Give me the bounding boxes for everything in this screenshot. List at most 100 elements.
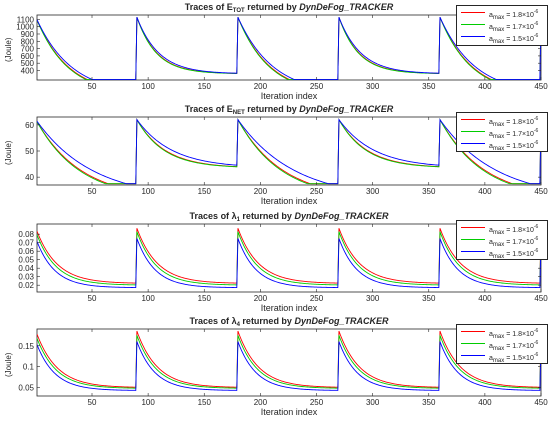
legend: amax = 1.8×10-6 amax = 1.7×10-6 amax = 1.5… xyxy=(456,112,548,152)
legend-entry: amax = 1.7×10-6 xyxy=(457,18,547,33)
legend-label: amax = 1.5×10-6 xyxy=(489,140,539,152)
y-tick-label: 0.04 xyxy=(18,264,34,273)
x-tick-label: 450 xyxy=(534,82,548,91)
x-axis-label: Iteration index xyxy=(260,196,318,206)
y-tick-label: 700 xyxy=(21,45,35,54)
y-tick-label: 1100 xyxy=(17,15,35,24)
legend-label: amax = 1.8×10-6 xyxy=(489,116,539,128)
legend: amax = 1.8×10-6 amax = 1.7×10-6 amax = 1.5… xyxy=(456,324,548,364)
x-tick-label: 100 xyxy=(141,294,155,303)
x-tick-label: 250 xyxy=(310,82,324,91)
legend-swatch xyxy=(461,343,485,344)
x-tick-label: 200 xyxy=(254,82,268,91)
y-tick-label: 0.1 xyxy=(23,363,35,372)
x-axis-label: Iteration index xyxy=(260,91,318,101)
x-tick-label: 300 xyxy=(366,294,380,303)
legend-swatch xyxy=(461,12,485,13)
y-tick-label: 50 xyxy=(25,147,34,156)
x-tick-label: 250 xyxy=(310,294,324,303)
x-tick-label: 100 xyxy=(141,398,155,407)
y-tick-label: 40 xyxy=(25,173,34,182)
x-tick-label: 450 xyxy=(534,294,548,303)
x-tick-label: 150 xyxy=(198,187,212,196)
legend-swatch xyxy=(461,36,485,37)
x-tick-label: 400 xyxy=(478,398,492,407)
y-tick-label: 500 xyxy=(21,59,35,68)
x-tick-label: 350 xyxy=(422,398,436,407)
legend-entry: amax = 1.8×10-6 xyxy=(457,325,547,340)
x-tick-label: 50 xyxy=(88,82,97,91)
legend: amax = 1.8×10-6 amax = 1.7×10-6 amax = 1.5… xyxy=(456,220,548,260)
x-tick-label: 100 xyxy=(141,82,155,91)
y-tick-label: 0.15 xyxy=(18,342,34,351)
y-tick-label: 600 xyxy=(21,52,35,61)
legend-label: amax = 1.5×10-6 xyxy=(489,352,539,364)
x-tick-label: 450 xyxy=(534,187,548,196)
y-tick-label: 0.05 xyxy=(18,384,34,393)
legend-label: amax = 1.7×10-6 xyxy=(489,128,539,140)
x-tick-label: 200 xyxy=(254,398,268,407)
legend-entry: amax = 1.7×10-6 xyxy=(457,233,547,248)
x-tick-label: 400 xyxy=(478,82,492,91)
y-tick-label: 800 xyxy=(21,37,35,46)
x-tick-label: 450 xyxy=(534,398,548,407)
y-tick-label: 0.06 xyxy=(18,247,34,256)
y-tick-label: 0.05 xyxy=(18,256,34,265)
chart-title: Traces of ETOT returned by DynDeFog_TRAC… xyxy=(184,2,394,14)
legend-entry: amax = 1.5×10-6 xyxy=(457,137,547,152)
chart-title: Traces of λ4 returned by DynDeFog_TRACKE… xyxy=(189,316,389,328)
legend-swatch xyxy=(461,239,485,240)
x-tick-label: 350 xyxy=(422,82,436,91)
y-tick-label: 1000 xyxy=(16,23,34,32)
legend-swatch xyxy=(461,131,485,132)
y-tick-label: 60 xyxy=(25,121,34,130)
series-line-3 xyxy=(37,341,541,391)
legend-swatch xyxy=(461,355,485,356)
legend-label: amax = 1.8×10-6 xyxy=(489,9,539,21)
y-tick-label: 900 xyxy=(21,30,35,39)
y-tick-label: 0.03 xyxy=(18,273,34,282)
legend-entry: amax = 1.8×10-6 xyxy=(457,113,547,128)
legend: amax = 1.8×10-6 amax = 1.7×10-6 amax = 1.5… xyxy=(456,5,548,46)
x-tick-label: 50 xyxy=(88,294,97,303)
series-line-2 xyxy=(37,231,541,286)
x-axis-label: Iteration index xyxy=(260,303,318,313)
legend-label: amax = 1.8×10-6 xyxy=(489,224,539,236)
series-line-3 xyxy=(37,238,541,289)
legend-swatch xyxy=(461,119,485,120)
x-tick-label: 300 xyxy=(366,187,380,196)
legend-entry: amax = 1.7×10-6 xyxy=(457,125,547,140)
legend-entry: amax = 1.8×10-6 xyxy=(457,6,547,21)
legend-swatch xyxy=(461,251,485,252)
x-tick-label: 350 xyxy=(422,294,436,303)
legend-entry: amax = 1.5×10-6 xyxy=(457,30,547,45)
y-tick-label: 400 xyxy=(21,67,35,76)
y-axis-label: (Joule) xyxy=(4,140,13,165)
x-tick-label: 50 xyxy=(88,398,97,407)
x-tick-label: 100 xyxy=(141,187,155,196)
legend-label: amax = 1.5×10-6 xyxy=(489,33,539,45)
x-tick-label: 250 xyxy=(310,187,324,196)
series-line-2 xyxy=(37,335,541,389)
legend-swatch xyxy=(461,331,485,332)
x-tick-label: 200 xyxy=(254,294,268,303)
legend-swatch xyxy=(461,227,485,228)
x-tick-label: 350 xyxy=(422,187,436,196)
legend-entry: amax = 1.8×10-6 xyxy=(457,221,547,236)
legend-label: amax = 1.7×10-6 xyxy=(489,340,539,352)
x-tick-label: 300 xyxy=(366,398,380,407)
x-tick-label: 250 xyxy=(310,398,324,407)
legend-label: amax = 1.7×10-6 xyxy=(489,21,539,33)
x-tick-label: 50 xyxy=(88,187,97,196)
chart-title: Traces of λ1 returned by DynDeFog_TRACKE… xyxy=(189,211,389,223)
chart-title: Traces of ENET returned by DynDeFog_TRAC… xyxy=(184,104,394,116)
y-tick-label: 0.02 xyxy=(18,281,34,290)
x-tick-label: 200 xyxy=(254,187,268,196)
legend-entry: amax = 1.5×10-6 xyxy=(457,349,547,364)
legend-entry: amax = 1.7×10-6 xyxy=(457,337,547,352)
series-line-3 xyxy=(37,17,541,80)
y-tick-label: 0.07 xyxy=(18,239,34,248)
x-tick-label: 150 xyxy=(198,82,212,91)
legend-swatch xyxy=(461,24,485,25)
x-tick-label: 150 xyxy=(198,398,212,407)
